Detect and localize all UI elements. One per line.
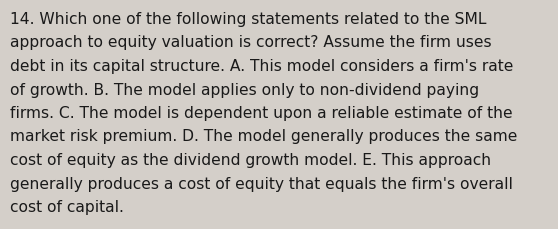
Text: debt in its capital structure. A. This model considers a firm's rate: debt in its capital structure. A. This m… <box>10 59 513 74</box>
Text: cost of equity as the dividend growth model. E. This approach: cost of equity as the dividend growth mo… <box>10 152 491 167</box>
Text: market risk premium. D. The model generally produces the same: market risk premium. D. The model genera… <box>10 129 517 144</box>
Text: firms. C. The model is dependent upon a reliable estimate of the: firms. C. The model is dependent upon a … <box>10 106 513 120</box>
Text: approach to equity valuation is correct? Assume the firm uses: approach to equity valuation is correct?… <box>10 35 492 50</box>
Text: 14. Which one of the following statements related to the SML: 14. Which one of the following statement… <box>10 12 487 27</box>
Text: generally produces a cost of equity that equals the firm's overall: generally produces a cost of equity that… <box>10 176 513 191</box>
Text: cost of capital.: cost of capital. <box>10 199 124 214</box>
Text: of growth. B. The model applies only to non-dividend paying: of growth. B. The model applies only to … <box>10 82 479 97</box>
